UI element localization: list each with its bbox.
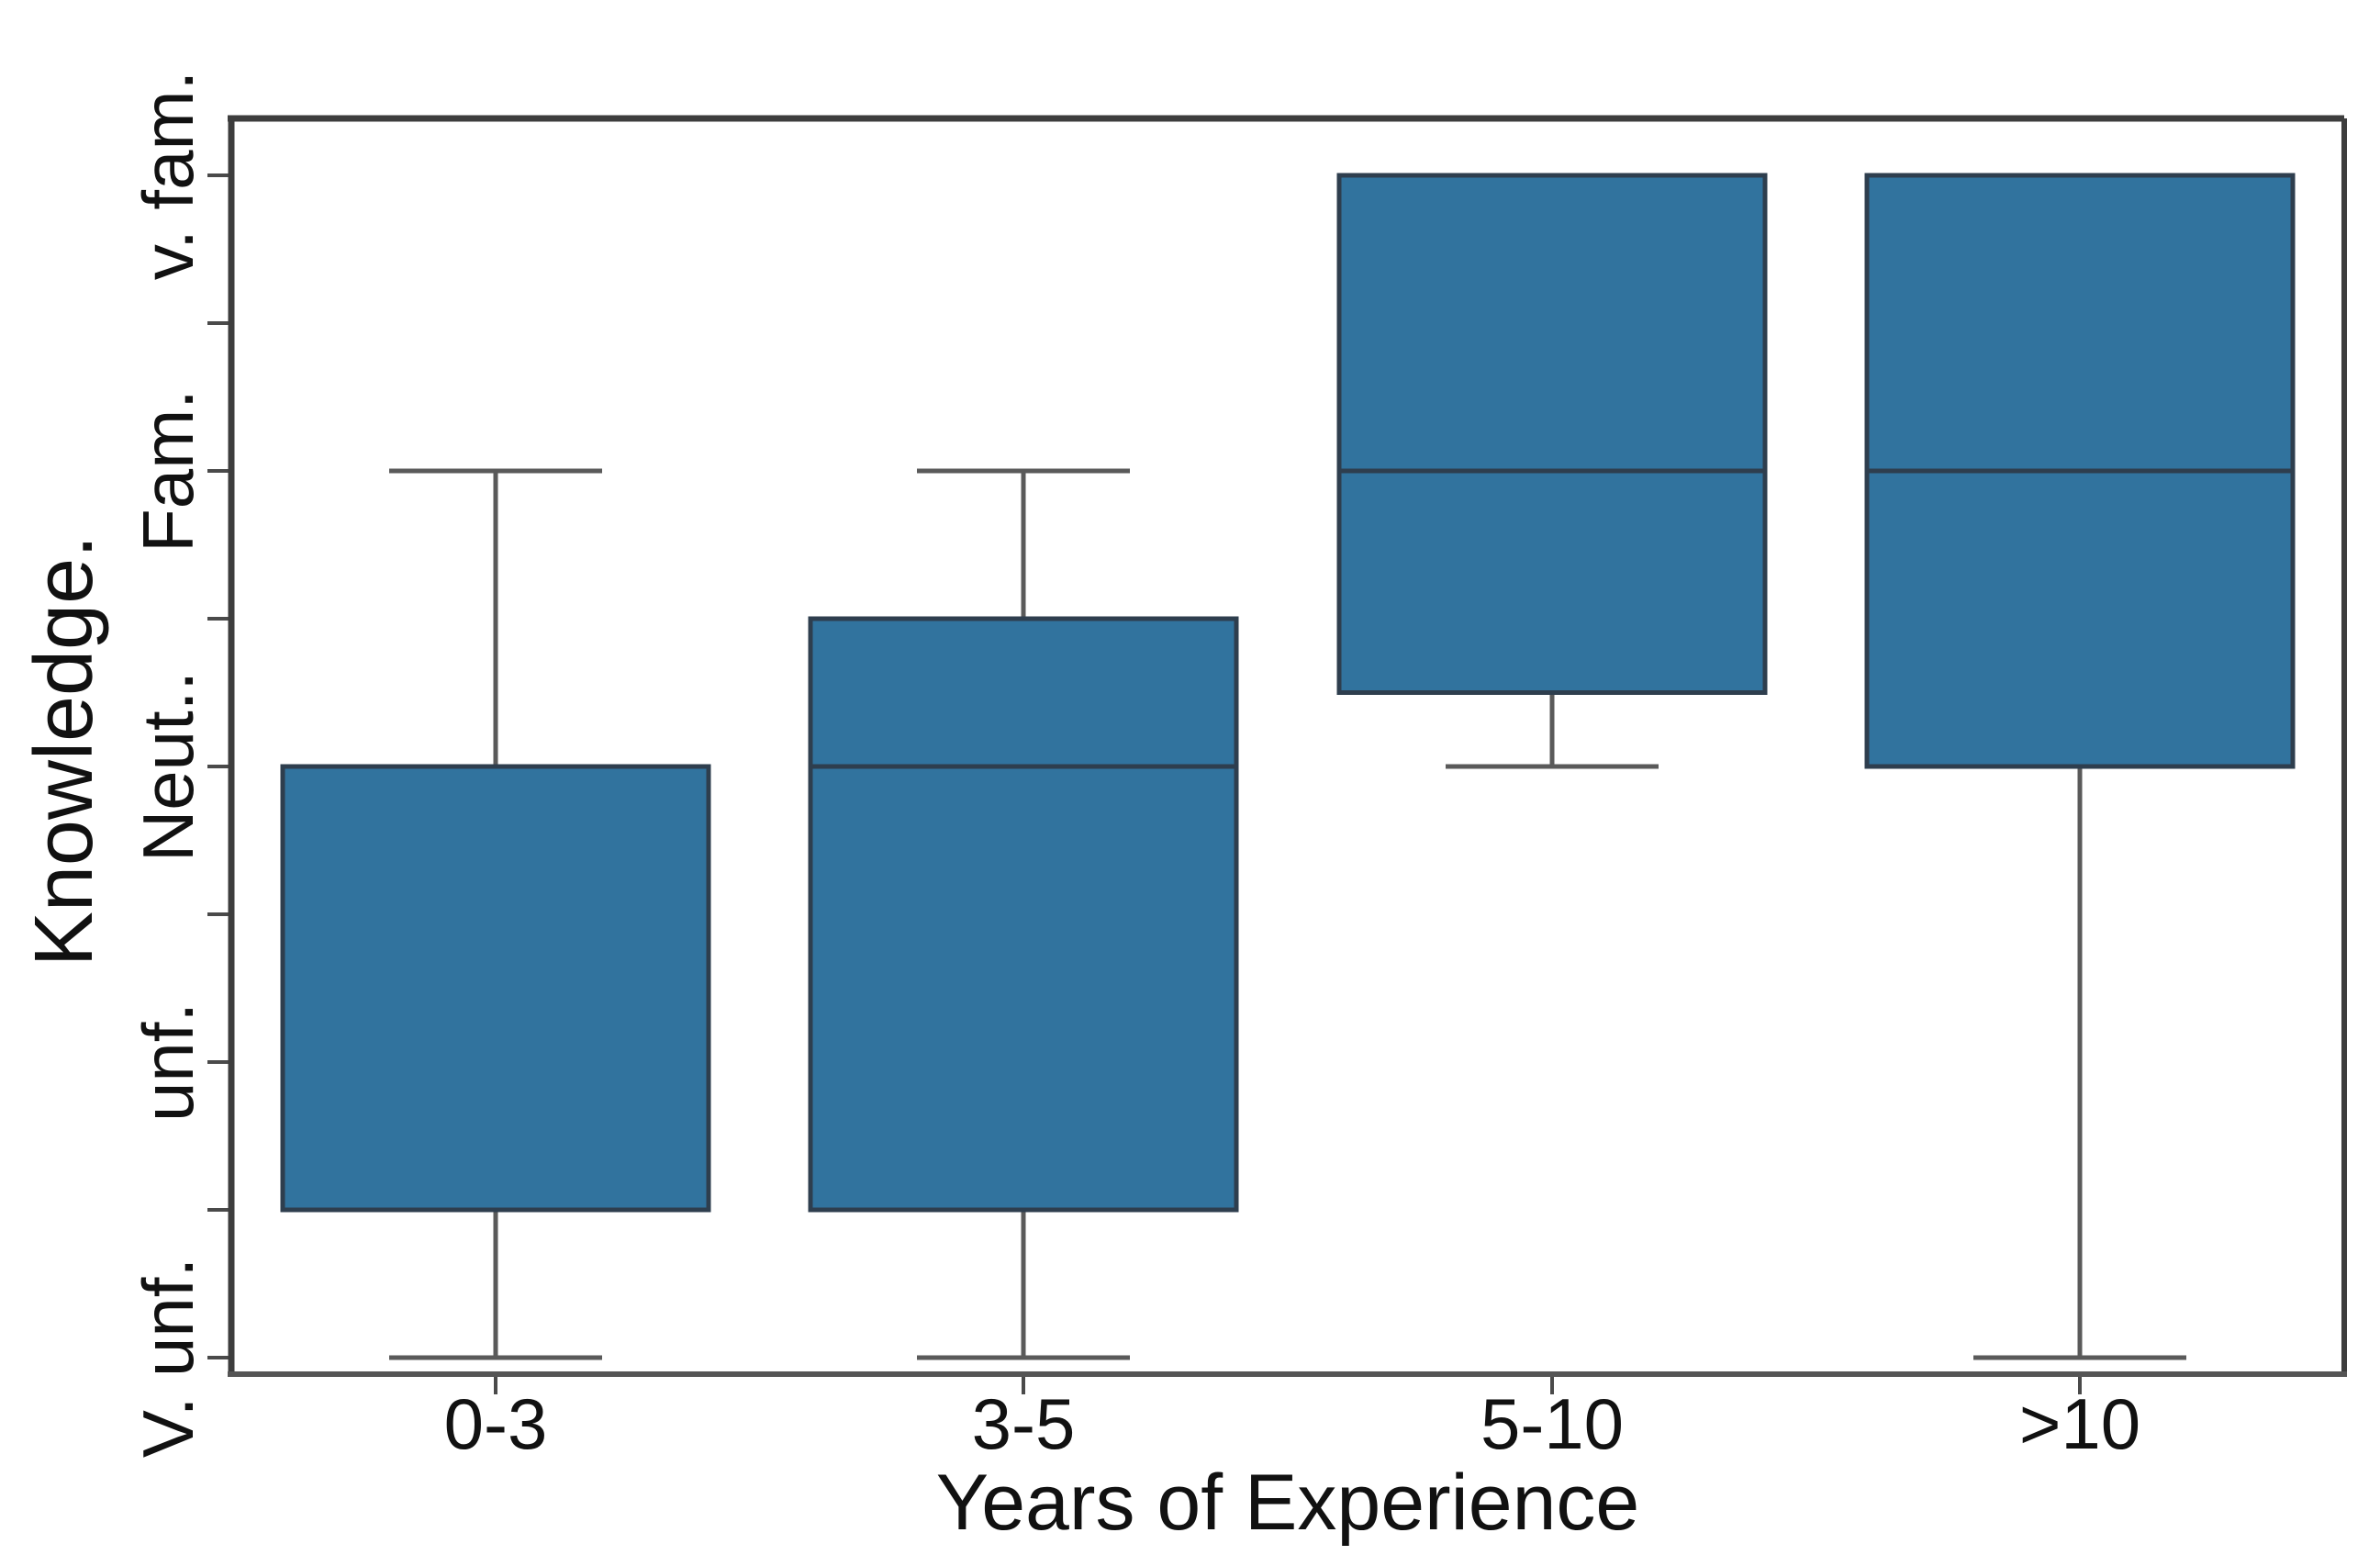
y-tick-label-unfamiliar: unf. xyxy=(128,1001,208,1123)
x-axis-title: Years of Experience xyxy=(935,1459,1640,1547)
y-axis-title: Knowledge. xyxy=(18,534,110,968)
x-tick-label-5-10: 5-10 xyxy=(1480,1383,1625,1464)
x-tick-label-gt10: >10 xyxy=(2018,1383,2141,1464)
x-tick-label-0-3: 0-3 xyxy=(443,1383,548,1464)
y-tick-label-familiar: Fam. xyxy=(128,389,208,553)
iqr-box-5-10 xyxy=(1336,173,1768,695)
y-tick-label-very-familiar: v. fam. xyxy=(128,70,208,281)
y-tick-label-neutral: Neut.. xyxy=(128,670,208,863)
x-tick-label-3-5: 3-5 xyxy=(971,1383,1076,1464)
iqr-box-3-5 xyxy=(808,616,1239,1213)
y-tick-label-very-unfamiliar: V. unf. xyxy=(128,1257,208,1459)
iqr-box-0-3 xyxy=(280,764,711,1213)
